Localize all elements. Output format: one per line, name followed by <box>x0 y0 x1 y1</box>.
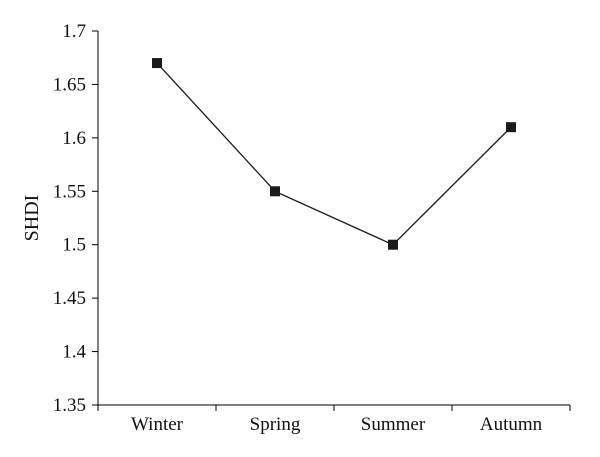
x-tick-label: Summer <box>361 414 426 435</box>
y-tick-label: 1.6 <box>62 128 86 149</box>
series <box>152 58 516 250</box>
y-tick-label: 1.7 <box>62 21 86 42</box>
y-tick-label: 1.5 <box>62 235 86 256</box>
data-point <box>388 239 398 250</box>
data-point <box>270 186 280 197</box>
x-tick-label: Autumn <box>480 414 543 435</box>
y-tick-label: 1.65 <box>53 74 86 95</box>
series-line <box>156 62 512 246</box>
data-point <box>152 58 162 69</box>
y-axis-label: SHDI <box>21 195 43 242</box>
y-tick-label: 1.55 <box>53 181 86 202</box>
y-axis-ticks: 1.35 1.4 1.45 1.5 1.55 1.6 1.65 1.7 <box>53 21 98 416</box>
x-axis-ticks: Winter Spring Summer Autumn <box>97 405 571 435</box>
y-tick-label: 1.4 <box>62 342 86 363</box>
y-tick-label: 1.45 <box>53 288 86 309</box>
x-tick-label: Spring <box>250 414 301 435</box>
x-tick-label: Winter <box>131 414 184 435</box>
data-point <box>506 122 516 133</box>
y-tick-label: 1.35 <box>53 395 86 416</box>
